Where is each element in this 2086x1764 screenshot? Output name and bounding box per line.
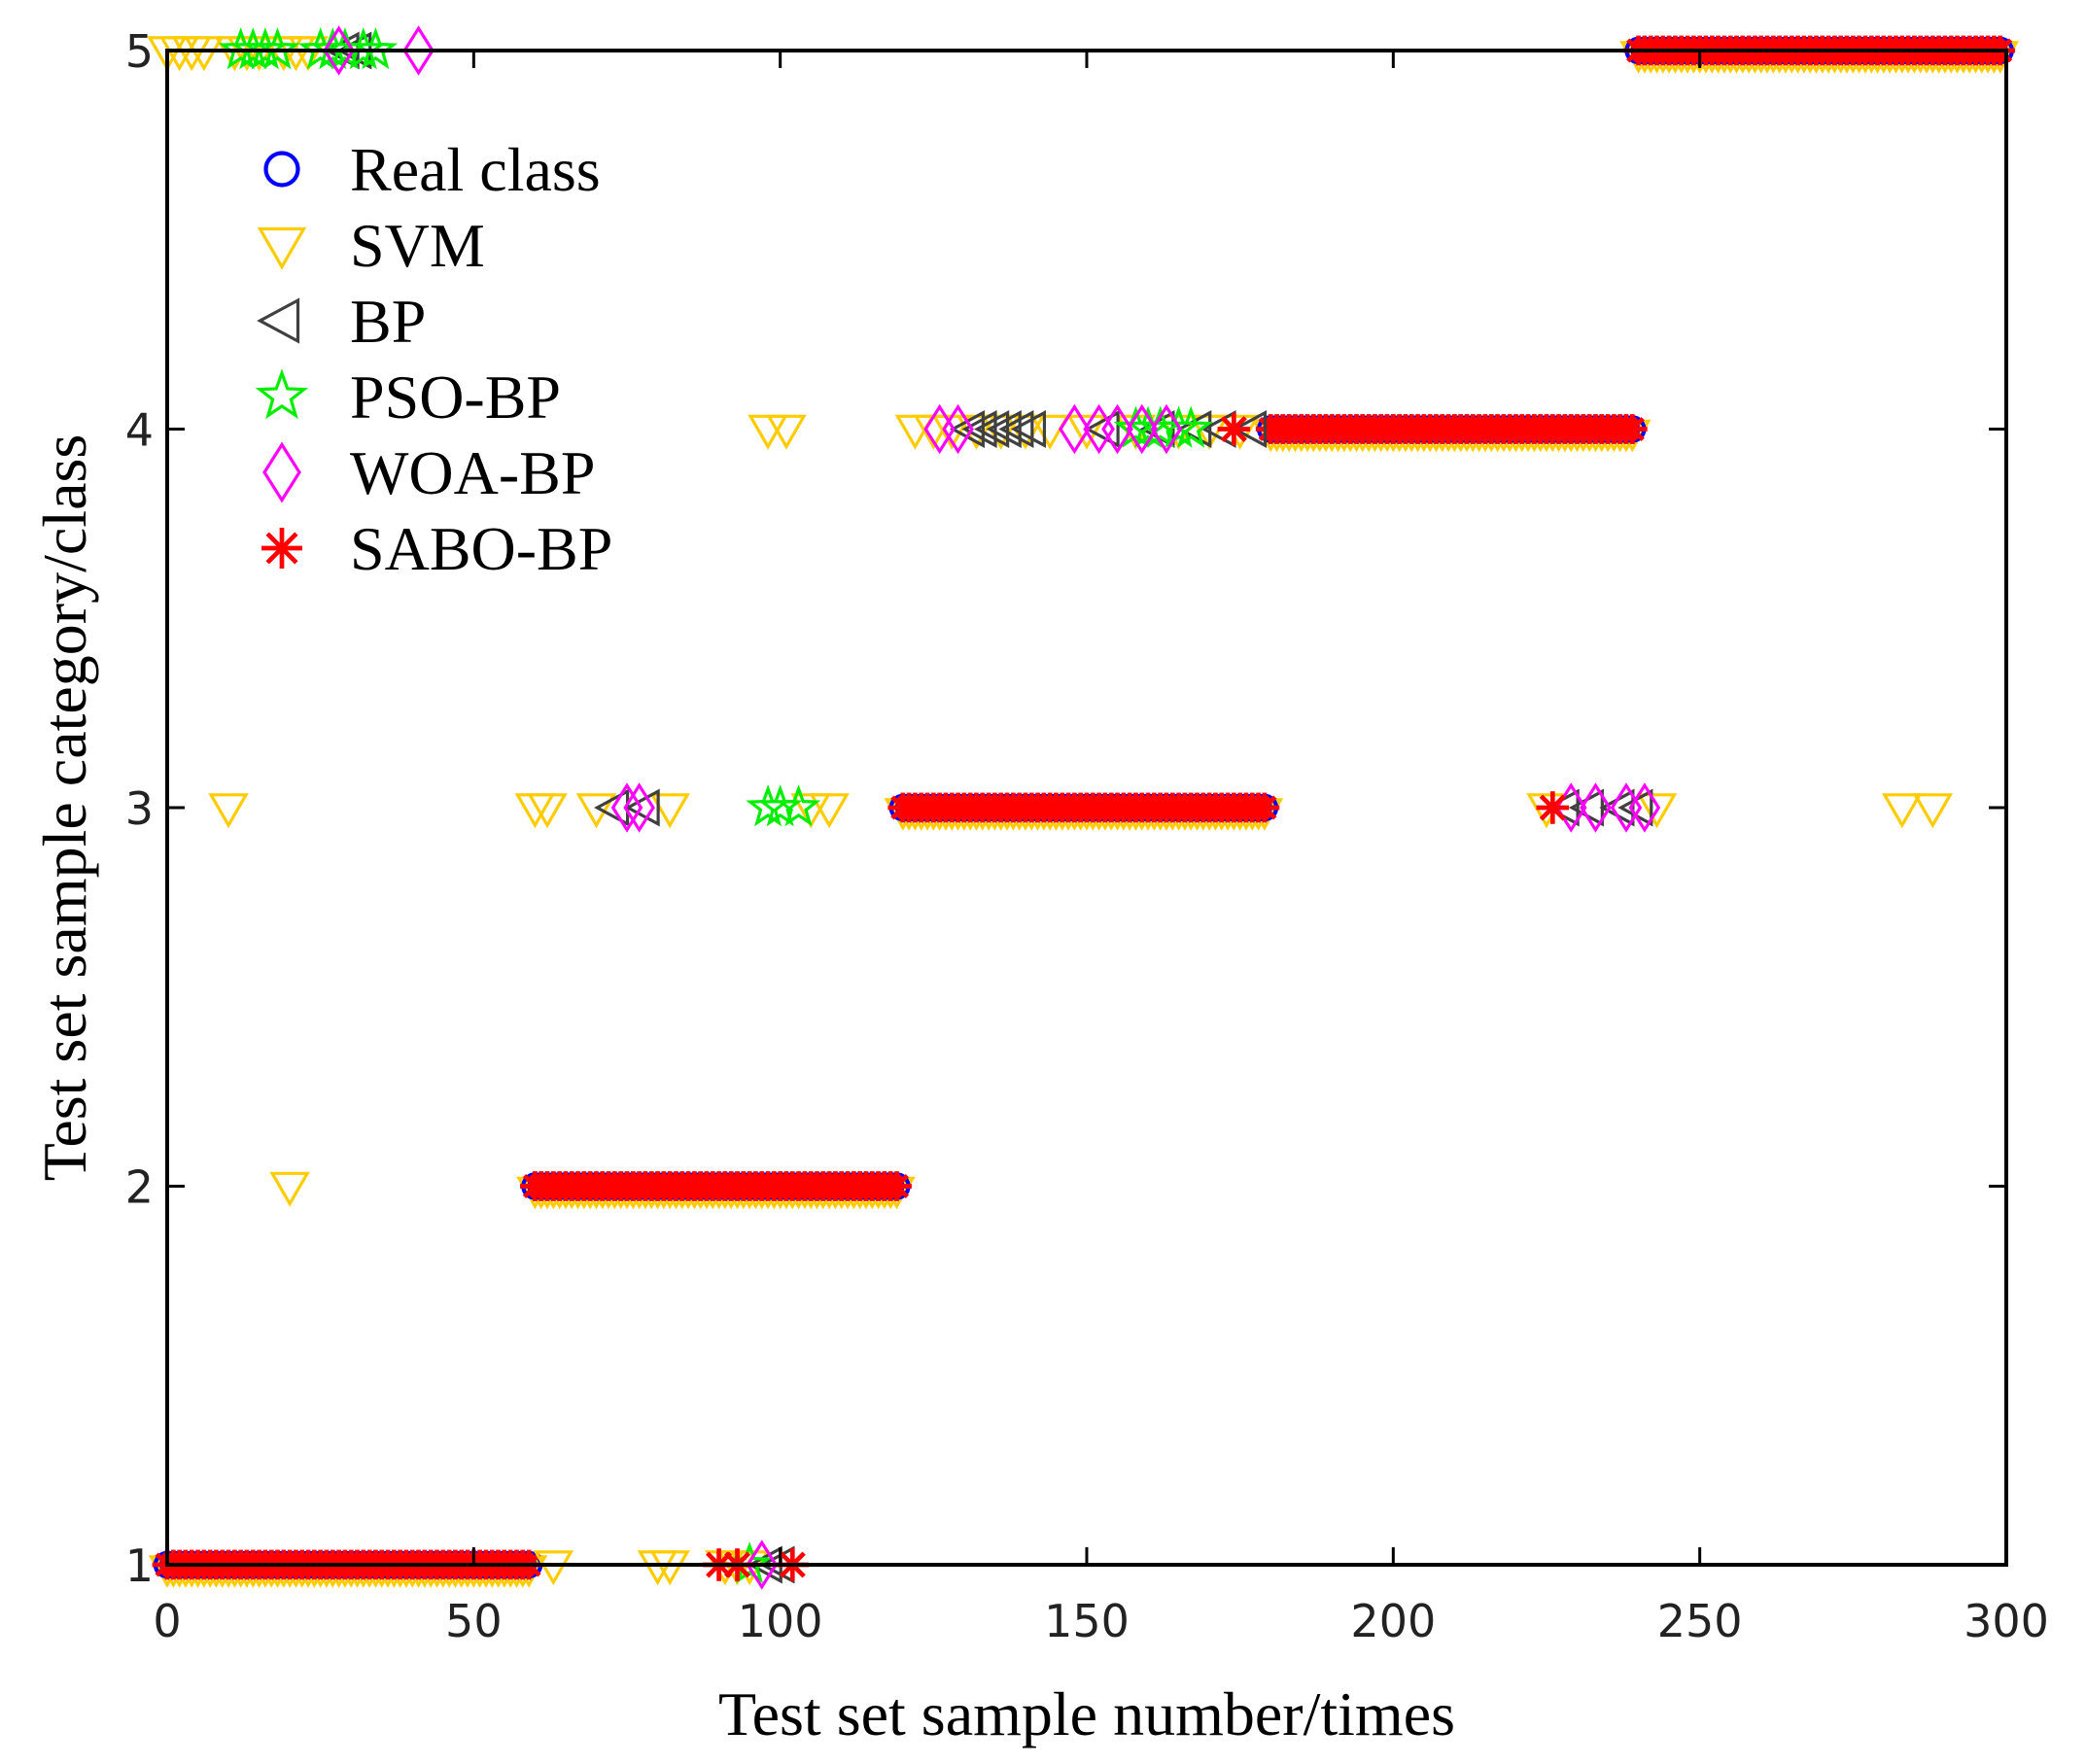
svm-marker xyxy=(527,793,568,829)
woa-bp-marker xyxy=(1059,403,1091,455)
sabo-bp-marker xyxy=(882,1171,912,1201)
sabo-bp-marker xyxy=(1249,792,1280,823)
woa-bp-marker xyxy=(1150,403,1183,455)
y-tick-label: 1 xyxy=(125,1539,154,1592)
sabo-bp-marker xyxy=(1617,414,1648,444)
sabo-bp-marker xyxy=(1536,791,1570,824)
legend-label: BP xyxy=(350,287,426,356)
pso-bp-marker xyxy=(255,27,300,70)
woa-bp-marker xyxy=(1101,403,1133,455)
bp-marker xyxy=(998,410,1034,448)
svm-marker xyxy=(171,36,212,72)
svm-marker xyxy=(1912,793,1954,829)
woa-bp-marker xyxy=(323,25,355,76)
x-tick-label: 0 xyxy=(153,1595,181,1647)
legend-marker-svm xyxy=(257,226,307,270)
axis-ticks: 0 50 100 150 200 250 300 1 2 3 4 5 xyxy=(125,25,2049,1647)
woa-bp-marker xyxy=(942,403,974,455)
bp-marker xyxy=(624,788,660,827)
svm-marker xyxy=(809,793,850,829)
bp-marker xyxy=(1010,410,1047,448)
x-tick-label: 200 xyxy=(1350,1595,1436,1647)
pso-bp-marker xyxy=(243,27,288,70)
x-tick-label: 250 xyxy=(1657,1595,1743,1647)
legend-marker-real-class xyxy=(263,151,300,188)
svm-marker xyxy=(747,414,788,450)
legend-label: PSO-BP xyxy=(350,363,561,432)
svm-marker xyxy=(1066,414,1107,450)
legend-marker-sabo-bp xyxy=(261,528,302,569)
y-axis-title: Test set sample category/class xyxy=(30,434,99,1182)
svm-marker xyxy=(649,793,690,829)
legend-label: SABO-BP xyxy=(350,514,612,583)
legend-marker-pso-bp xyxy=(255,368,309,420)
woa-bp-marker xyxy=(1628,782,1661,833)
y-tick-label: 3 xyxy=(125,782,154,835)
svm-marker xyxy=(533,1550,574,1586)
y-tick-label: 5 xyxy=(125,25,154,78)
svm-marker xyxy=(1029,414,1070,450)
woa-bp-marker xyxy=(610,782,643,833)
x-tick-label: 150 xyxy=(1044,1595,1130,1647)
sabo-bp-marker xyxy=(1217,412,1251,446)
x-tick-label: 300 xyxy=(1964,1595,2049,1647)
bp-marker xyxy=(1231,410,1268,448)
woa-bp-marker xyxy=(746,1539,779,1590)
svm-marker xyxy=(649,1550,690,1586)
woa-bp-marker xyxy=(623,782,655,833)
bp-marker xyxy=(974,410,1010,448)
svm-marker xyxy=(208,793,249,829)
svm-marker xyxy=(288,36,329,72)
sabo-bp-markers xyxy=(702,412,1570,1581)
legend-marker-bp xyxy=(257,297,300,344)
svm-marker xyxy=(1882,793,1923,829)
svm-marker xyxy=(1636,793,1678,829)
pso-bp-marker xyxy=(776,784,821,827)
woa-bp-marker xyxy=(1126,403,1159,455)
y-tick-label: 4 xyxy=(125,404,154,457)
pso-bp-marker xyxy=(1156,405,1201,448)
svm-marker xyxy=(184,36,225,72)
svm-marker xyxy=(766,414,807,450)
legend-label: WOA-BP xyxy=(350,438,595,507)
bp-marker xyxy=(961,410,997,448)
x-axis-title: Test set sample number/times xyxy=(718,1679,1455,1748)
woa-bp-marker xyxy=(1580,782,1612,833)
x-tick-label: 100 xyxy=(738,1595,823,1647)
svm-marker xyxy=(790,793,831,829)
legend-label: SVM xyxy=(350,211,485,280)
bp-marker xyxy=(1084,410,1120,448)
legend-marker-woa-bp xyxy=(262,441,301,503)
legend-label: Real class xyxy=(350,135,601,204)
svm-marker xyxy=(637,1550,678,1586)
bp-marker xyxy=(986,410,1022,448)
woa-bp-marker xyxy=(402,25,435,76)
woa-bp-marker xyxy=(1610,782,1643,833)
pso-bp-marker xyxy=(353,27,399,70)
y-tick-label: 2 xyxy=(125,1161,154,1214)
svm-marker xyxy=(575,793,617,829)
svm-marker xyxy=(514,793,556,829)
x-tick-label: 50 xyxy=(445,1595,503,1647)
svm-marker xyxy=(269,1171,310,1207)
